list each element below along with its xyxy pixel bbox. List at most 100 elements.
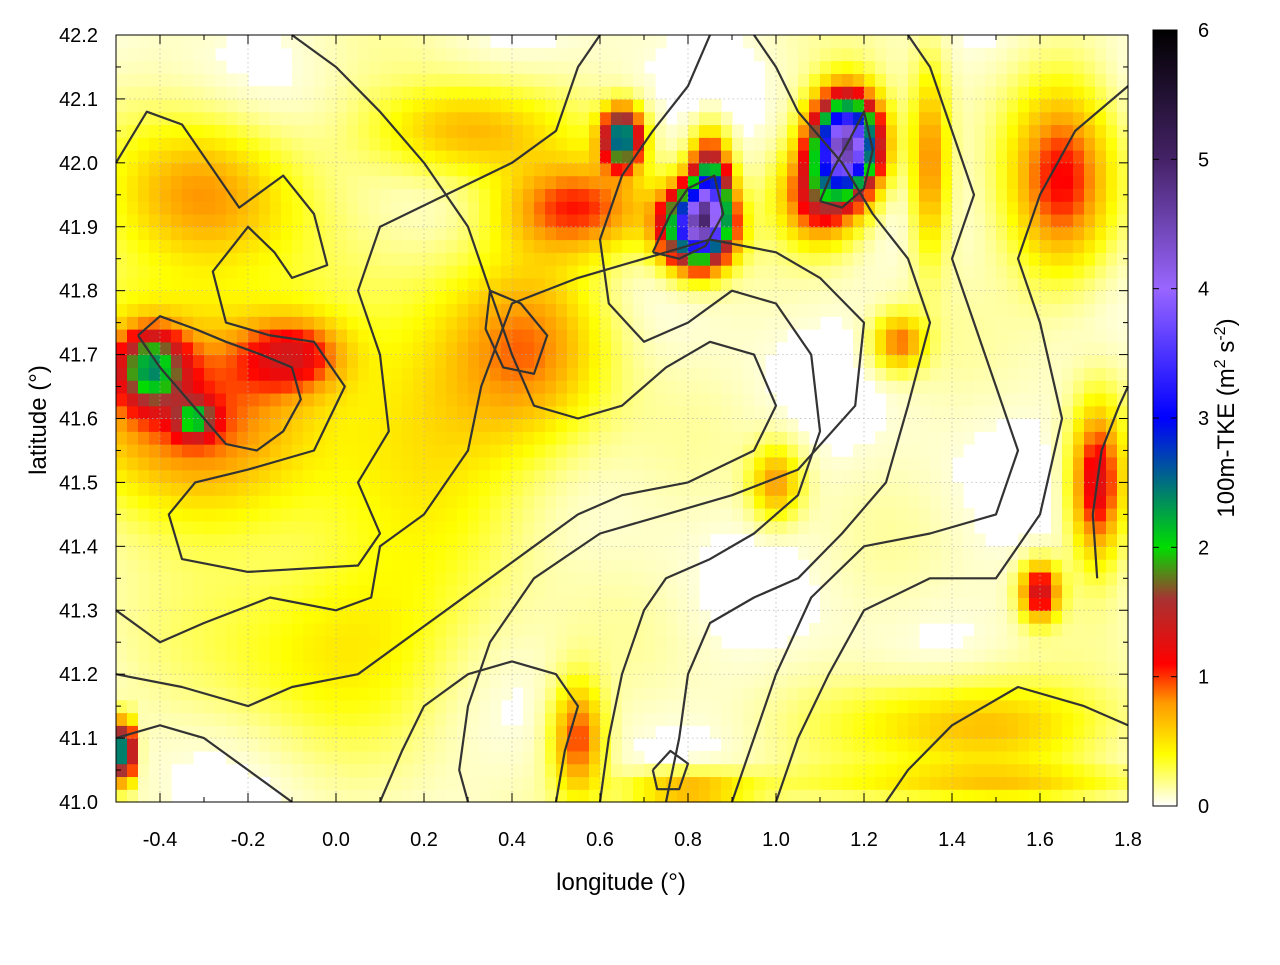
heatmap-cell <box>127 354 139 368</box>
heatmap-cell <box>490 175 502 189</box>
heatmap-cell <box>1106 239 1118 253</box>
heatmap-cell <box>468 380 480 394</box>
heatmap-cell <box>259 137 271 151</box>
heatmap-cell <box>490 239 502 253</box>
heatmap-cell <box>347 533 359 547</box>
heatmap-cell <box>347 712 359 726</box>
heatmap-cell <box>534 98 546 113</box>
heatmap-cell <box>402 175 414 189</box>
heatmap-cell <box>270 341 282 356</box>
heatmap-cell <box>534 610 546 624</box>
heatmap-cell <box>1073 175 1085 189</box>
heatmap-cell <box>787 725 799 739</box>
heatmap-cell <box>204 738 216 752</box>
heatmap-cell <box>523 623 535 637</box>
heatmap-cell <box>149 418 161 432</box>
heatmap-cell <box>908 201 920 215</box>
heatmap-cell <box>842 750 854 765</box>
heatmap-cell <box>534 635 546 650</box>
heatmap-cell <box>391 597 403 611</box>
heatmap-cell <box>1117 290 1129 305</box>
heatmap-cell <box>600 623 612 637</box>
heatmap-cell <box>347 431 359 445</box>
heatmap-cell <box>501 98 513 113</box>
heatmap-cell <box>523 418 535 432</box>
heatmap-cell <box>116 405 128 420</box>
heatmap-cell <box>468 367 480 381</box>
heatmap-cell <box>732 507 744 522</box>
heatmap-cell <box>171 329 183 343</box>
heatmap-cell <box>336 635 348 650</box>
heatmap-cell <box>545 495 557 509</box>
heatmap-cell <box>149 367 161 381</box>
heatmap-cell <box>897 392 909 407</box>
heatmap-cell <box>754 162 766 177</box>
heatmap-cell <box>677 175 689 189</box>
heatmap-cell <box>215 520 227 535</box>
heatmap-cell <box>765 648 777 662</box>
heatmap-cell <box>446 699 458 714</box>
heatmap-cell <box>1029 380 1041 394</box>
heatmap-cell <box>479 456 491 471</box>
heatmap-cell <box>435 495 447 509</box>
heatmap-cell <box>336 546 348 560</box>
heatmap-cell <box>875 789 887 803</box>
heatmap-cell <box>512 648 524 662</box>
heatmap-cell <box>149 277 161 292</box>
heatmap-cell <box>1084 175 1096 189</box>
heatmap-cell <box>886 73 898 87</box>
heatmap-cell <box>842 661 854 675</box>
heatmap-cell <box>138 635 150 650</box>
heatmap-cell <box>743 686 755 701</box>
heatmap-cell <box>754 456 766 471</box>
heatmap-cell <box>1007 789 1019 803</box>
heatmap-cell <box>534 162 546 177</box>
heatmap-cell <box>754 495 766 509</box>
heatmap-cell <box>1095 776 1107 790</box>
heatmap-cell <box>578 277 590 292</box>
heatmap-cell <box>303 303 315 317</box>
heatmap-cell <box>512 533 524 547</box>
heatmap-cell <box>1062 188 1074 202</box>
heatmap-cell <box>831 584 843 599</box>
heatmap-cell <box>446 584 458 599</box>
heatmap-cell <box>204 456 216 471</box>
heatmap-cell <box>864 341 876 356</box>
heatmap-cell <box>963 60 975 74</box>
heatmap-cell <box>215 201 227 215</box>
heatmap-cell <box>853 597 865 611</box>
heatmap-cell <box>666 290 678 305</box>
heatmap-cell <box>171 150 183 164</box>
heatmap-cell <box>501 674 513 688</box>
heatmap-cell <box>710 674 722 688</box>
heatmap-cell <box>358 73 370 87</box>
heatmap-cell <box>1106 329 1118 343</box>
heatmap-cell <box>534 150 546 164</box>
heatmap-cell <box>413 482 425 496</box>
heatmap-cell <box>446 303 458 317</box>
heatmap-cell <box>325 277 337 292</box>
heatmap-cell <box>1018 380 1030 394</box>
heatmap-cell <box>347 162 359 177</box>
heatmap-cell <box>1084 686 1096 701</box>
heatmap-cell <box>589 86 601 100</box>
heatmap-cell <box>633 392 645 407</box>
heatmap-cell <box>391 226 403 241</box>
heatmap-cell <box>1117 162 1129 177</box>
heatmap-cell <box>127 418 139 432</box>
heatmap-cell <box>919 559 931 573</box>
heatmap-cell <box>743 738 755 752</box>
heatmap-cell <box>578 98 590 113</box>
heatmap-cell <box>501 520 513 535</box>
heatmap-cell <box>523 150 535 164</box>
heatmap-cell <box>743 162 755 177</box>
heatmap-cell <box>941 367 953 381</box>
heatmap-cell <box>952 738 964 752</box>
heatmap-cell <box>523 252 535 266</box>
heatmap-cell <box>886 444 898 458</box>
heatmap-cell <box>523 712 535 726</box>
heatmap-cell <box>567 661 579 675</box>
heatmap-cell <box>688 213 700 228</box>
heatmap-cell <box>259 725 271 739</box>
heatmap-cell <box>567 648 579 662</box>
